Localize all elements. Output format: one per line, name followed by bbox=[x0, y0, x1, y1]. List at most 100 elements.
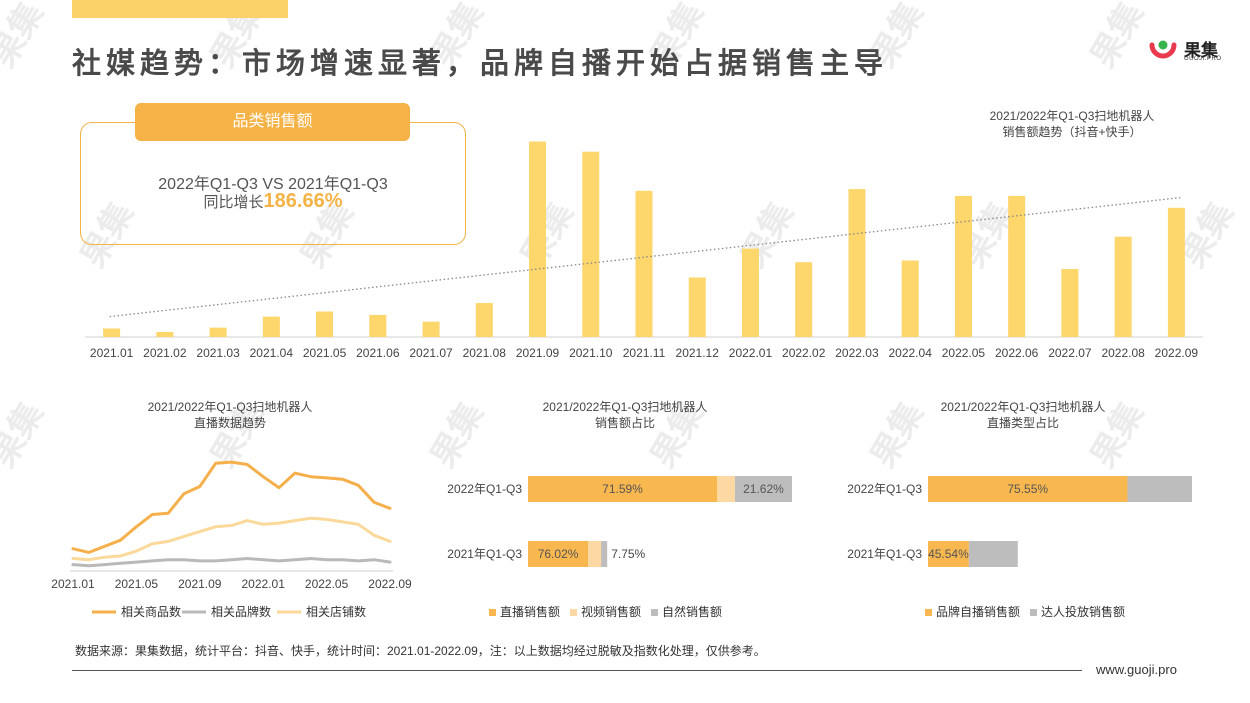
segment-label: 71.59% bbox=[602, 482, 643, 496]
bar bbox=[262, 316, 280, 337]
bar-segment bbox=[968, 541, 1018, 567]
bar bbox=[1008, 195, 1026, 337]
bar bbox=[316, 311, 334, 337]
bar bbox=[156, 331, 174, 337]
x-tick-label: 2022.03 bbox=[835, 346, 879, 360]
x-tick-label: 2022.05 bbox=[305, 577, 349, 591]
bar-segment bbox=[528, 476, 717, 502]
type-chart-title: 2021/2022年Q1-Q3扫地机器人 直播类型占比 bbox=[893, 399, 1153, 431]
legend-swatch bbox=[570, 609, 577, 616]
bar bbox=[103, 328, 121, 337]
legend-swatch bbox=[1030, 609, 1037, 616]
series-line bbox=[71, 516, 392, 562]
line-chart-title-line2: 直播数据趋势 bbox=[193, 416, 266, 430]
series-line bbox=[71, 460, 392, 554]
bar bbox=[582, 151, 600, 337]
segment-label: 76.02% bbox=[538, 547, 579, 561]
legend-label: 视频销售额 bbox=[581, 604, 641, 619]
bar-segment bbox=[1127, 476, 1192, 502]
brand-logo: 果集 GUOJI.PRO bbox=[1148, 36, 1228, 66]
page-title: 社媒趋势：市场增速显著，品牌自播开始占据销售主导 bbox=[72, 48, 889, 80]
bar-segment bbox=[928, 476, 1128, 502]
x-tick-label: 2021.10 bbox=[569, 346, 613, 360]
footer-divider bbox=[72, 670, 1082, 671]
main-chart-title: 2021/2022年Q1-Q3扫地机器人 销售额趋势（抖音+快手） bbox=[960, 108, 1184, 140]
category-label: 2022年Q1-Q3 bbox=[847, 482, 922, 496]
x-tick-label: 2022.02 bbox=[782, 346, 826, 360]
legend-label: 自然销售额 bbox=[662, 604, 722, 619]
share-chart-title: 2021/2022年Q1-Q3扫地机器人 销售额占比 bbox=[495, 399, 755, 431]
x-tick-label: 2021.09 bbox=[178, 577, 222, 591]
bar-segment bbox=[601, 541, 608, 567]
monthly-sales-bar-chart: 2021.01 2021.02 2021.03 2021.04 2021.05 2021.… bbox=[85, 141, 1203, 360]
line-chart-title-line1: 2021/2022年Q1-Q3扫地机器人 bbox=[147, 400, 313, 414]
x-tick-label: 2021.01 bbox=[90, 346, 134, 360]
x-tick-label: 2021.06 bbox=[356, 346, 400, 360]
x-tick-label: 2021.09 bbox=[516, 346, 560, 360]
growth-text: 同比增长186.66% bbox=[80, 190, 466, 213]
bar-segment bbox=[716, 476, 735, 502]
x-tick-label: 2022.08 bbox=[1101, 346, 1145, 360]
x-tick-label: 2021.11 bbox=[623, 346, 666, 360]
segment-label: 21.62% bbox=[743, 482, 784, 496]
bar bbox=[901, 260, 919, 337]
comparison-text: 2022年Q1-Q3 VS 2021年Q1-Q3 bbox=[158, 176, 388, 193]
bar-segment bbox=[528, 541, 589, 567]
bar bbox=[1114, 236, 1132, 337]
bar bbox=[1061, 269, 1079, 337]
bar bbox=[1167, 207, 1185, 337]
legend-label: 相关店铺数 bbox=[306, 604, 366, 619]
line-chart-title: 2021/2022年Q1-Q3扫地机器人 直播数据趋势 bbox=[100, 399, 360, 431]
bar bbox=[422, 321, 440, 337]
sales-share-stacked-chart: 2022年Q1-Q3 71.59% 21.62% 2021年Q1-Q3 76.02% 7.… bbox=[447, 476, 792, 619]
x-tick-label: 2022.04 bbox=[888, 346, 932, 360]
bar bbox=[741, 248, 759, 337]
segment-label: 45.54% bbox=[928, 547, 969, 561]
bar-segment bbox=[734, 476, 792, 502]
x-tick-label: 2021.07 bbox=[409, 346, 453, 360]
x-tick-label: 2021.02 bbox=[143, 346, 187, 360]
bar bbox=[954, 195, 972, 337]
logo-subtitle: GUOJI.PRO bbox=[1184, 56, 1222, 62]
bar-segment bbox=[928, 541, 969, 567]
x-tick-label: 2021.08 bbox=[463, 346, 507, 360]
website-link[interactable]: www.guoji.pro bbox=[1096, 662, 1177, 677]
data-source-note: 数据来源：果集数据，统计平台：抖音、快手，统计时间：2021.01-2022.0… bbox=[75, 644, 766, 658]
legend-label: 直播销售额 bbox=[500, 604, 560, 619]
legend-swatch bbox=[651, 609, 658, 616]
share-chart-title-line2: 销售额占比 bbox=[594, 416, 655, 430]
growth-label: 同比增长 bbox=[203, 194, 264, 211]
x-tick-label: 2022.09 bbox=[1155, 346, 1199, 360]
summary-card-tab: 品类销售额 bbox=[135, 103, 410, 141]
bar bbox=[848, 189, 866, 337]
x-tick-label: 2021.12 bbox=[676, 346, 720, 360]
bar-segment bbox=[588, 541, 602, 567]
legend-label: 品牌自播销售额 bbox=[936, 604, 1020, 619]
livestream-trend-line-chart: 2021.01 2021.05 2021.09 2022.01 2022.05 2022.… bbox=[51, 460, 412, 619]
bar bbox=[209, 327, 227, 337]
legend-swatch bbox=[489, 609, 496, 616]
top-accent-bar bbox=[72, 0, 288, 18]
x-tick-label: 2022.06 bbox=[995, 346, 1039, 360]
livestream-type-stacked-chart: 2022年Q1-Q3 75.55% 2021年Q1-Q3 45.54% 品牌自播销售额 达… bbox=[847, 476, 1192, 619]
x-tick-label: 2022.09 bbox=[368, 577, 412, 591]
x-tick-label: 2021.05 bbox=[303, 346, 347, 360]
bar bbox=[369, 314, 387, 337]
bar bbox=[635, 190, 653, 337]
main-chart-title-line1: 2021/2022年Q1-Q3扫地机器人 bbox=[989, 109, 1155, 123]
growth-value: 186.66% bbox=[263, 190, 343, 212]
legend-label: 相关品牌数 bbox=[211, 604, 271, 619]
logo-icon bbox=[1149, 40, 1177, 59]
logo-name: 果集 bbox=[1184, 41, 1218, 60]
x-tick-label: 2022.05 bbox=[942, 346, 986, 360]
bar bbox=[688, 277, 706, 337]
type-chart-title-line2: 直播类型占比 bbox=[986, 416, 1059, 430]
category-label: 2021年Q1-Q3 bbox=[447, 547, 522, 561]
bar bbox=[475, 303, 493, 337]
main-chart-title-line2: 销售额趋势（抖音+快手） bbox=[1002, 125, 1142, 139]
x-tick-label: 2021.05 bbox=[115, 577, 159, 591]
x-tick-label: 2021.04 bbox=[250, 346, 294, 360]
category-label: 2022年Q1-Q3 bbox=[447, 482, 522, 496]
legend-label: 达人投放销售额 bbox=[1041, 604, 1125, 619]
legend-swatch bbox=[925, 609, 932, 616]
